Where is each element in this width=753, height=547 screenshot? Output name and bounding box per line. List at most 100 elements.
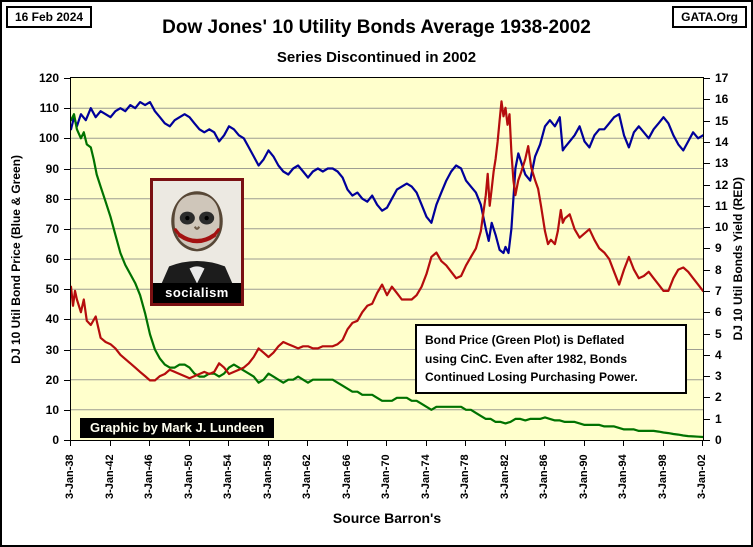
left-axis-tick-label: 120 (38, 71, 59, 85)
x-axis-ticks: 3-Jan-38 3-Jan-42 3-Jan-46 3-Jan-50 3-Jan-54… (64, 441, 708, 505)
right-axis-tick-mark (704, 376, 710, 378)
x-axis-tick-label: 3-Jan-94 (617, 454, 629, 499)
gata-org-box: GATA.Org (672, 6, 747, 28)
x-axis-tick-mark (662, 441, 664, 446)
left-axis-tick-label: 80 (45, 191, 59, 206)
left-axis-tick-label: 90 (45, 161, 59, 176)
right-axis-tick-label: 2 (715, 390, 722, 405)
right-axis-tick-mark (704, 397, 710, 399)
left-axis-tick-label: 60 (45, 252, 59, 266)
right-axis-tick-label: 14 (715, 134, 729, 149)
right-axis-tick-mark (704, 418, 710, 420)
x-axis-tick-label: 3-Jan-90 (577, 454, 590, 499)
x-axis-tick-label: 3-Jan-98 (656, 454, 669, 499)
x-axis-tick-label: 3-Jan-78 (459, 454, 471, 499)
x-axis-tick-mark (386, 441, 387, 446)
right-axis-tick-label: 0 (715, 433, 722, 447)
x-axis-tick-label: 3-Jan-74 (419, 454, 432, 499)
left-axis-tick-label: 110 (39, 101, 59, 116)
left-axis-ticks: 0 10 20 30 40 50 60 70 80 90 100 110 120 (30, 71, 70, 447)
left-axis-tick-label: 10 (45, 402, 59, 417)
right-axis-tick-label: 15 (715, 113, 729, 128)
x-axis-tick-label: 3-Jan-66 (340, 454, 353, 499)
chart-title: Dow Jones' 10 Utility Bonds Average 1938… (162, 17, 591, 38)
right-axis-tick-mark (704, 120, 710, 122)
x-axis-tick-label: 3-Jan-54 (222, 454, 234, 499)
right-axis-title: DJ 10 Util Bonds Yield (RED) (728, 77, 748, 441)
left-axis-tick-label: 70 (45, 221, 59, 236)
joker-face-image (153, 181, 241, 283)
x-axis-tick-mark (702, 441, 703, 446)
x-axis-tick-mark (465, 441, 466, 446)
x-axis-tick-mark (188, 441, 190, 446)
right-axis-tick-label: 10 (715, 220, 729, 235)
x-axis-tick-label: 3-Jan-58 (261, 454, 274, 499)
right-axis-tick-mark (704, 78, 710, 79)
left-axis-title: DJ 10 Util Bond Price (Blue & Green) (6, 77, 26, 441)
chart-subtitle: Series Discontinued in 2002 (276, 49, 477, 66)
right-axis-tick-mark (704, 440, 710, 441)
right-axis-tick-label: 12 (715, 177, 729, 192)
x-axis-tick-label: 3-Jan-86 (538, 454, 550, 499)
right-axis-tick-mark (704, 290, 710, 292)
right-axis-tick-mark (704, 184, 710, 186)
left-axis-tick-label: 100 (38, 131, 59, 146)
x-axis-tick-mark (544, 441, 545, 446)
x-axis-tick-label: 3-Jan-70 (380, 454, 392, 499)
right-axis-tick-mark (704, 269, 710, 271)
right-axis-tick-label: 6 (715, 305, 722, 320)
right-axis-tick-label: 3 (715, 369, 722, 384)
left-axis-tick-label: 0 (52, 433, 59, 447)
x-axis-tick-mark (70, 441, 71, 446)
right-axis-tick-mark (704, 163, 710, 165)
right-axis-tick-label: 4 (715, 347, 722, 362)
left-axis-tick-label: 20 (45, 372, 59, 387)
x-axis-tick-mark (109, 441, 111, 446)
right-axis-tick-mark (704, 248, 710, 250)
right-axis-tick-label: 1 (715, 411, 722, 426)
note-line: Bond Price (Green Plot) is Deflated (425, 333, 625, 347)
x-axis-tick-label: 3-Jan-42 (103, 454, 116, 499)
right-axis-tick-mark (704, 354, 710, 356)
right-axis-tick-label: 8 (715, 262, 722, 277)
annotation-note-box: Bond Price (Green Plot) is Deflated usin… (415, 324, 687, 394)
x-axis-source-label: Source Barron's (332, 510, 442, 526)
left-axis-tick-label: 50 (45, 282, 59, 297)
x-axis-tick-mark (228, 441, 229, 446)
x-axis-tick-label: 3-Jan-50 (182, 454, 195, 499)
right-axis-tick-mark (704, 205, 710, 207)
left-axis-title-text: DJ 10 Util Bond Price (Blue & Green) (9, 154, 23, 364)
x-axis-tick-mark (623, 441, 624, 446)
right-axis-tick-mark (704, 227, 710, 229)
x-axis-tick-mark (583, 441, 585, 446)
x-axis-tick-label: 3-Jan-46 (143, 454, 155, 499)
right-axis-tick-label: 16 (715, 92, 729, 107)
right-axis-tick-label: 5 (715, 326, 722, 341)
x-axis-tick-mark (425, 441, 427, 446)
x-axis-tick-label: 3-Jan-62 (301, 454, 313, 499)
right-axis-title-text: DJ 10 Util Bonds Yield (RED) (731, 177, 745, 341)
note-line: using CinC. Even after 1982, Bonds (425, 351, 628, 366)
right-axis-tick-mark (704, 312, 710, 314)
x-axis-tick-label: 3-Jan-02 (696, 454, 708, 499)
date-box: 16 Feb 2024 (6, 6, 93, 28)
right-axis-tick-mark (704, 333, 710, 335)
x-axis-tick-label: 3-Jan-82 (498, 454, 511, 499)
right-axis-tick-mark (704, 141, 710, 143)
left-axis-tick-label: 30 (45, 342, 59, 357)
right-axis-tick-label: 9 (715, 241, 722, 256)
x-axis-tick-mark (504, 441, 506, 446)
right-axis-tick-mark (704, 99, 710, 101)
x-axis-tick-mark (307, 441, 308, 446)
poster-caption: socialism (153, 283, 241, 303)
right-axis-tick-label: 11 (715, 198, 728, 213)
right-axis-tick-label: 17 (715, 71, 729, 85)
x-axis-tick-mark (267, 441, 269, 446)
graphic-credit: Graphic by Mark J. Lundeen (80, 418, 275, 438)
note-line: Continued Losing Purchasing Power. (425, 370, 638, 385)
x-axis-tick-label: 3-Jan-38 (64, 454, 76, 499)
x-axis-tick-mark (346, 441, 348, 446)
right-axis-tick-label: 13 (715, 156, 729, 171)
left-axis-tick-label: 40 (45, 312, 59, 327)
